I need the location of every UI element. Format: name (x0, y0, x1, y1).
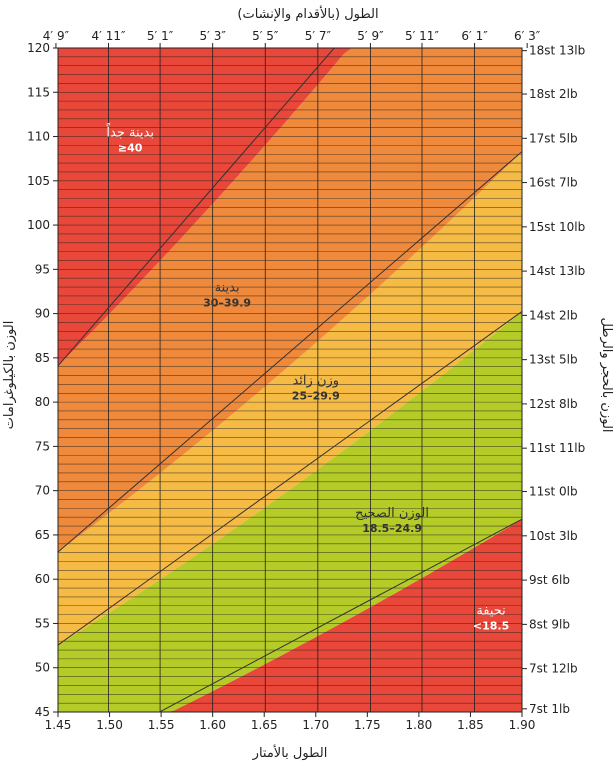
x-top-tick-label: 4′ 9″ (43, 29, 70, 43)
x-top-tick-label: 4′ 11″ (92, 29, 126, 43)
y-right-tick-label: 13st 5lb (529, 353, 578, 367)
zone-range-label: <18.5 (473, 620, 509, 633)
y-tick-label: 115 (27, 85, 50, 99)
x-tick-label: 1.90 (509, 718, 536, 732)
zone-area (58, 519, 522, 712)
grid-layer (58, 48, 522, 712)
x-top-tick-label: 6′ 1″ (461, 29, 488, 43)
y-tick-label: 50 (35, 661, 50, 675)
y-right-tick-label: 17st 5lb (529, 131, 578, 145)
y-right-tick-label: 18st 2lb (529, 87, 578, 101)
y-tick-label: 75 (35, 439, 50, 453)
x-top-tick-label: 5′ 5″ (252, 29, 279, 43)
zone-name-label: وزن زائد (292, 373, 339, 388)
x-tick-label: 1.55 (148, 718, 175, 732)
y-right-tick-label: 9st 6lb (529, 573, 570, 587)
zone-area (58, 151, 522, 646)
x-top-tick-label: 5′ 11″ (405, 29, 439, 43)
zone-name-label: بدينة جداً (106, 123, 154, 141)
y-tick-label: 60 (35, 572, 50, 586)
y-tick-label: 65 (35, 528, 50, 542)
zone-range-label: 25–29.9 (292, 389, 340, 402)
x-tick-label: 1.70 (302, 718, 329, 732)
y-tick-label: 100 (27, 218, 50, 232)
x-top-tick-label: 5′ 3″ (200, 29, 227, 43)
zone-name-label: الوزن الصحيح (355, 506, 429, 521)
zone-range-label: 30–39.9 (203, 296, 251, 309)
zone-area (58, 311, 522, 712)
y-tick-label: 105 (27, 174, 50, 188)
y-right-tick-label: 11st 0lb (529, 485, 578, 499)
y-tick-label: 90 (35, 307, 50, 321)
bmi-boundary-line (58, 48, 335, 367)
y-right-tick-label: 15st 10lb (529, 220, 585, 234)
x-top-tick-label: 5′ 9″ (357, 29, 384, 43)
y-right-tick-label: 10st 3lb (529, 529, 578, 543)
zone-name-label: نحيفة (476, 604, 505, 619)
y-tick-label: 110 (27, 130, 50, 144)
y-right-tick-label: 14st 2lb (529, 308, 578, 322)
bmi-boundary-line (58, 151, 522, 553)
x-tick-label: 1.85 (457, 718, 484, 732)
x-tick-label: 1.45 (45, 718, 72, 732)
y-right-tick-label: 12st 8lb (529, 397, 578, 411)
x-tick-label: 1.80 (406, 718, 433, 732)
x-tick-label: 1.75 (354, 718, 381, 732)
y-axis-title-right: الوزن بالحجر والرطل (599, 317, 614, 432)
zone-range-label: ≥40 (118, 142, 143, 155)
chart-title: الطول (بالأقدام والإنشات) (237, 5, 378, 22)
x-top-tick-label: 5′ 7″ (305, 29, 332, 43)
y-right-tick-label: 8st 9lb (529, 617, 570, 631)
y-tick-label: 95 (35, 262, 50, 276)
ticks-layer: 1.45 1.50 1.55 1.60 1.65 1.70 1.75 1.80 1.85 1.90… (27, 29, 585, 732)
y-right-tick-label: 14st 13lb (529, 264, 585, 278)
y-right-tick-label: 18st 13lb (529, 44, 585, 58)
x-tick-label: 1.60 (199, 718, 226, 732)
x-top-tick-label: 6′ 3″ (514, 29, 541, 43)
y-axis-title-left: الوزن بالكيلوغرامات (2, 321, 17, 430)
zone-name-label: بدينة (215, 280, 240, 295)
y-right-tick-label: 7st 12lb (529, 662, 578, 676)
y-tick-label: 80 (35, 395, 50, 409)
bmi-boundary-line (158, 518, 522, 712)
y-tick-label: 45 (35, 705, 50, 719)
x-tick-label: 1.50 (96, 718, 123, 732)
y-right-tick-label: 16st 7lb (529, 176, 578, 190)
boundary-lines (58, 48, 522, 712)
y-right-tick-label: 11st 11lb (529, 441, 585, 455)
zone-range-label: 18.5–24.9 (362, 522, 422, 535)
y-tick-label: 70 (35, 484, 50, 498)
y-tick-label: 120 (27, 41, 50, 55)
x-top-tick-label: 5′ 1″ (147, 29, 174, 43)
y-right-tick-label: 7st 1lb (529, 702, 570, 716)
y-tick-label: 55 (35, 616, 50, 630)
bmi-boundary-line (58, 310, 522, 646)
plot-frame (57, 47, 523, 713)
x-axis-title: الطول بالأمتار (252, 744, 328, 761)
zone-area (58, 48, 522, 552)
x-tick-label: 1.65 (251, 718, 278, 732)
y-tick-label: 85 (35, 351, 50, 365)
